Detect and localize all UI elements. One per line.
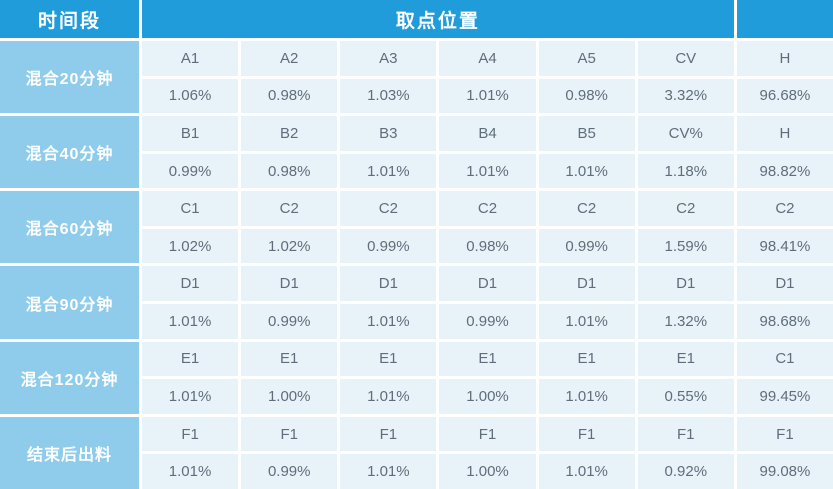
- value-cell: 1.59%: [637, 228, 734, 264]
- point-label-cell: F1: [340, 416, 437, 452]
- point-label-cell: F1: [142, 416, 239, 452]
- value-cell: 1.01%: [340, 153, 437, 189]
- value-cell: 0.99%: [538, 228, 635, 264]
- value-cell: 0.99%: [241, 454, 338, 489]
- row-group-label: 结束后出料: [0, 416, 139, 489]
- value-cell: 0.98%: [439, 228, 536, 264]
- point-label-cell: C2: [439, 191, 536, 226]
- point-label-cell: D1: [736, 266, 833, 302]
- row-group-label: 混合120分钟: [0, 341, 139, 414]
- value-cell: 3.32%: [637, 78, 734, 114]
- point-label-cell: E1: [439, 341, 536, 377]
- value-cell: 1.32%: [637, 304, 734, 339]
- point-label-cell: F1: [538, 416, 635, 452]
- value-cell: 0.98%: [241, 78, 338, 114]
- value-cell: 1.01%: [538, 304, 635, 339]
- value-cell: 1.01%: [340, 304, 437, 339]
- point-label-cell: H: [736, 41, 833, 76]
- value-cell: 98.41%: [736, 228, 833, 264]
- point-label-cell: D1: [637, 266, 734, 302]
- point-label-cell: C2: [538, 191, 635, 226]
- value-cell: 1.02%: [142, 228, 239, 264]
- value-cell: 99.08%: [736, 454, 833, 489]
- value-cell: 1.18%: [637, 153, 734, 189]
- row-group-label: 混合20分钟: [0, 41, 139, 114]
- point-label-cell: C2: [736, 191, 833, 226]
- value-cell: 99.45%: [736, 379, 833, 414]
- value-cell: 0.99%: [142, 153, 239, 189]
- point-label-cell: F1: [241, 416, 338, 452]
- point-label-cell: A3: [340, 41, 437, 76]
- point-label-cell: C2: [637, 191, 734, 226]
- point-label-cell: D1: [439, 266, 536, 302]
- value-cell: 1.01%: [538, 379, 635, 414]
- point-label-cell: F1: [736, 416, 833, 452]
- value-cell: 1.01%: [142, 304, 239, 339]
- point-label-cell: B2: [241, 116, 338, 151]
- value-cell: 1.06%: [142, 78, 239, 114]
- value-cell: 1.01%: [439, 78, 536, 114]
- point-label-cell: B5: [538, 116, 635, 151]
- value-cell: 0.99%: [439, 304, 536, 339]
- value-cell: 0.99%: [340, 228, 437, 264]
- value-cell: 0.98%: [241, 153, 338, 189]
- value-cell: 98.82%: [736, 153, 833, 189]
- value-cell: 98.68%: [736, 304, 833, 339]
- point-label-cell: E1: [142, 341, 239, 377]
- point-label-cell: B1: [142, 116, 239, 151]
- point-label-cell: B3: [340, 116, 437, 151]
- value-cell: 1.02%: [241, 228, 338, 264]
- point-label-cell: A5: [538, 41, 635, 76]
- point-label-cell: E1: [538, 341, 635, 377]
- row-group-label: 混合40分钟: [0, 116, 139, 189]
- point-label-cell: C2: [340, 191, 437, 226]
- value-cell: 0.99%: [241, 304, 338, 339]
- header-sampling-position: 取点位置: [142, 0, 734, 38]
- row-group-label: 混合60分钟: [0, 191, 139, 264]
- point-label-cell: D1: [142, 266, 239, 302]
- value-cell: 1.01%: [340, 454, 437, 489]
- point-label-cell: A4: [439, 41, 536, 76]
- value-cell: 1.01%: [142, 379, 239, 414]
- row-group-label: 混合90分钟: [0, 266, 139, 339]
- point-label-cell: D1: [241, 266, 338, 302]
- value-cell: 1.03%: [340, 78, 437, 114]
- value-cell: 0.55%: [637, 379, 734, 414]
- point-label-cell: C1: [142, 191, 239, 226]
- header-time-period: 时间段: [0, 0, 139, 38]
- point-label-cell: D1: [538, 266, 635, 302]
- value-cell: 1.01%: [340, 379, 437, 414]
- point-label-cell: H: [736, 116, 833, 151]
- point-label-cell: A2: [241, 41, 338, 76]
- value-cell: 1.01%: [439, 153, 536, 189]
- point-label-cell: E1: [340, 341, 437, 377]
- value-cell: 96.68%: [736, 78, 833, 114]
- point-label-cell: C2: [241, 191, 338, 226]
- value-cell: 1.01%: [538, 153, 635, 189]
- value-cell: 1.01%: [538, 454, 635, 489]
- point-label-cell: D1: [340, 266, 437, 302]
- point-label-cell: E1: [637, 341, 734, 377]
- point-label-cell: E1: [241, 341, 338, 377]
- value-cell: 1.01%: [142, 454, 239, 489]
- point-label-cell: A1: [142, 41, 239, 76]
- header-extra: [736, 0, 833, 38]
- point-label-cell: B4: [439, 116, 536, 151]
- point-label-cell: C1: [736, 341, 833, 377]
- point-label-cell: CV%: [637, 116, 734, 151]
- value-cell: 0.98%: [538, 78, 635, 114]
- value-cell: 1.00%: [241, 379, 338, 414]
- value-cell: 1.00%: [439, 454, 536, 489]
- point-label-cell: F1: [439, 416, 536, 452]
- value-cell: 1.00%: [439, 379, 536, 414]
- value-cell: 0.92%: [637, 454, 734, 489]
- point-label-cell: F1: [637, 416, 734, 452]
- point-label-cell: CV: [637, 41, 734, 76]
